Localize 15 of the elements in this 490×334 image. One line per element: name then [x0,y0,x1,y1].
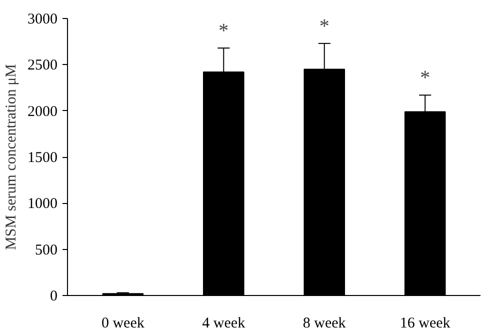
y-tick-label: 1000 [28,196,58,212]
y-tick-label: 3000 [28,12,58,28]
annotation: * [218,20,229,42]
y-tick-label: 2000 [28,104,58,120]
y-axis-title: MSM serum concentration μM [4,64,20,250]
x-tick-label: 4 week [202,316,246,332]
y-tick-label: 500 [35,242,58,258]
x-tick-label: 16 week [400,316,451,332]
x-tick-label: 0 week [101,316,145,332]
annotation: * [319,15,330,38]
x-tick-label: 8 week [302,316,346,332]
y-tick-label: 1500 [28,150,58,166]
y-tick-label: 2500 [28,58,58,74]
annotation: * [420,67,430,90]
y-tick-label: 0 [50,288,58,304]
